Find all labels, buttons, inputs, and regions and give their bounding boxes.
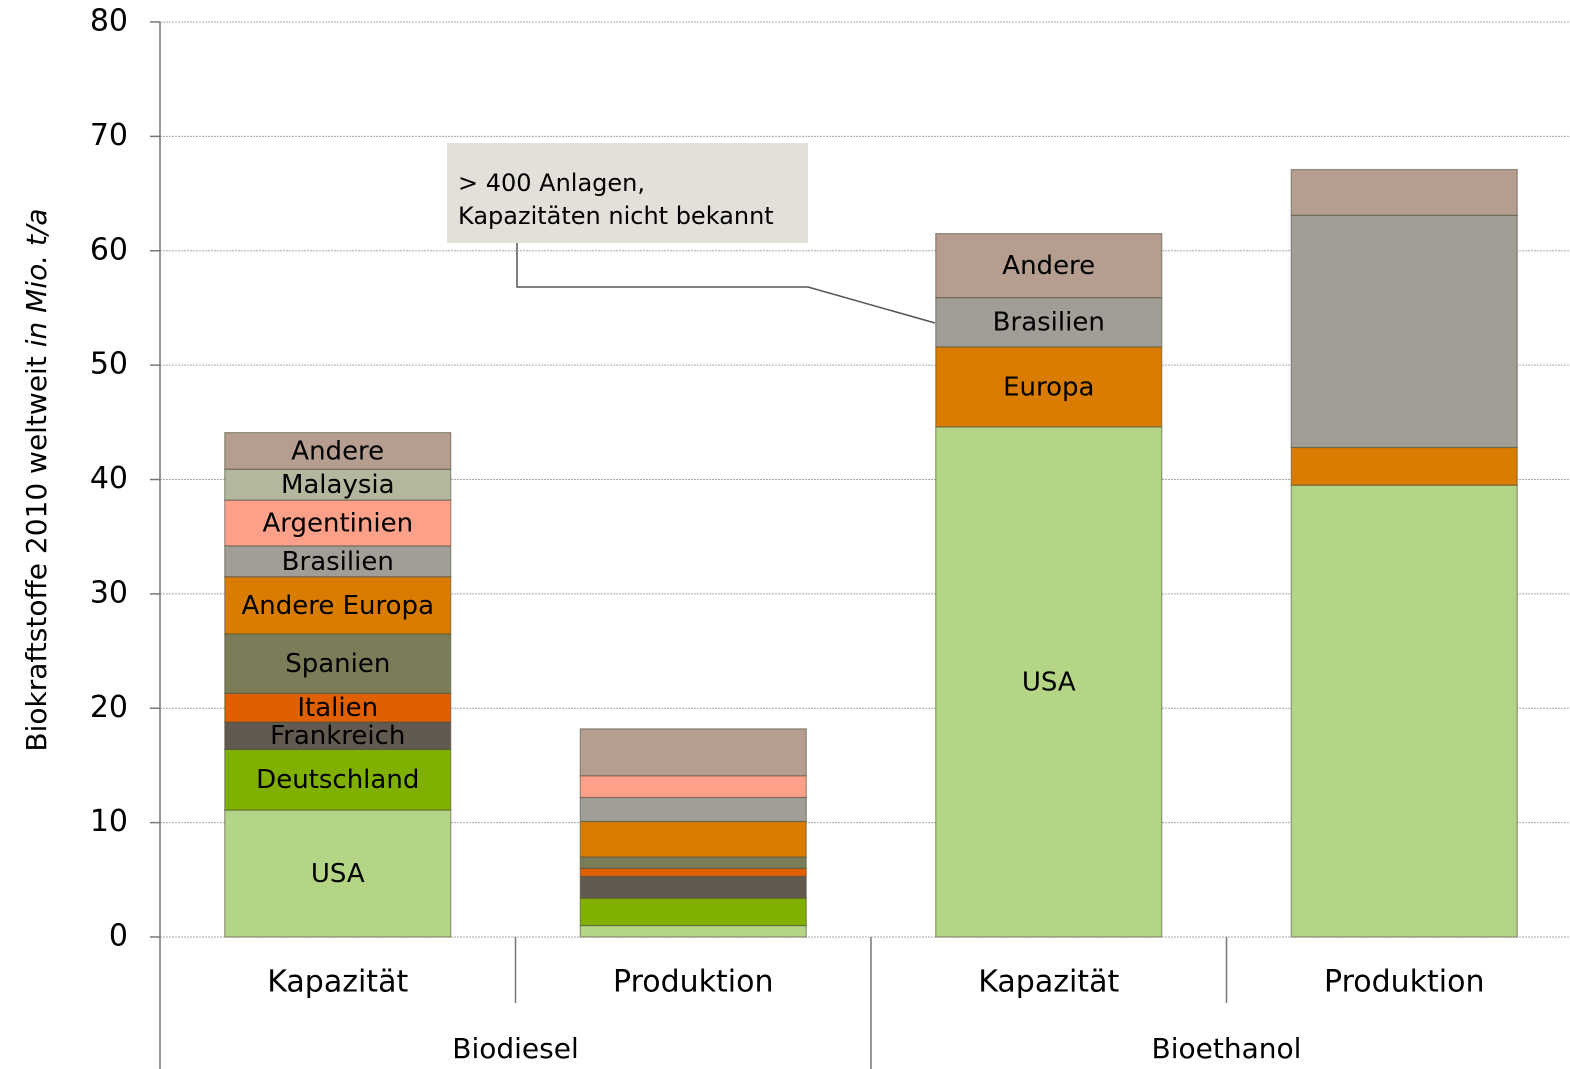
segment-label: Andere Europa: [241, 591, 434, 621]
bar-segment: [224, 468, 452, 501]
annotation-box: [447, 143, 808, 243]
segment-label: USA: [311, 859, 365, 889]
group-label: Biodiesel: [452, 1032, 579, 1065]
bar-segment: [935, 232, 1163, 299]
segment-label: Brasilien: [282, 547, 394, 577]
segment-label: Deutschland: [256, 765, 419, 795]
bar-segment: [935, 346, 1163, 428]
y-tick-label: 80: [90, 4, 128, 39]
segment-label: USA: [1022, 667, 1076, 697]
bar-segment: [579, 875, 807, 899]
y-tick-label: 70: [90, 118, 128, 153]
annotation-text: > 400 Anlagen,: [458, 169, 645, 197]
y-axis-label-part: Biokraftstoffe 2010 weltweit: [20, 356, 53, 751]
bar-segment: [224, 748, 452, 811]
y-tick-label: 30: [90, 575, 128, 610]
bar-segment: [579, 897, 807, 927]
bar-segment: [579, 924, 807, 938]
x-tick-label: Produktion: [1324, 965, 1485, 1000]
bar-segment: [224, 633, 452, 694]
bar-segment: [1290, 168, 1518, 216]
x-tick-label: Kapazität: [267, 965, 408, 1000]
x-tick-label: Kapazität: [978, 965, 1119, 1000]
bar-segment: [935, 426, 1163, 938]
bar-segment: [579, 775, 807, 799]
bar-segment: [935, 297, 1163, 348]
bar-segment: [224, 545, 452, 578]
bar-segment: [579, 796, 807, 823]
segment-label: Andere: [291, 436, 384, 466]
segment-label: Spanien: [285, 649, 390, 679]
segment-label: Argentinien: [262, 508, 413, 538]
bar-segment: [1290, 214, 1518, 449]
bar-segment: [1290, 484, 1518, 938]
y-tick-label: 60: [90, 232, 128, 267]
bar-segment: [224, 809, 452, 938]
y-tick-label: 10: [90, 804, 128, 839]
bar-segment: [224, 432, 452, 470]
y-tick-label: 50: [90, 347, 128, 382]
segment-label: Brasilien: [993, 308, 1105, 338]
segment-label: Italien: [297, 693, 378, 723]
y-axis-label: Biokraftstoffe 2010 weltweit in Mio. t/a: [20, 208, 53, 751]
group-label: Bioethanol: [1152, 1032, 1302, 1065]
segment-label: Malaysia: [281, 470, 395, 500]
x-tick-label: Produktion: [613, 965, 774, 1000]
bar-segment: [579, 867, 807, 877]
segment-label: Andere: [1002, 251, 1095, 281]
segment-label: Frankreich: [270, 721, 405, 751]
bar-segment: [579, 856, 807, 869]
segment-label: Europa: [1003, 372, 1094, 402]
bar-segment: [579, 820, 807, 858]
y-tick-label: 40: [90, 461, 128, 496]
bar-segment: [579, 728, 807, 777]
bar-segment: [224, 721, 452, 751]
bar-segment: [1290, 446, 1518, 486]
annotation-text: Kapazitäten nicht bekannt: [458, 202, 774, 230]
y-tick-label: 20: [90, 690, 128, 725]
bar-segment: [224, 576, 452, 635]
annotation-leader: [516, 243, 936, 324]
y-axis-label-part: in Mio. t/a: [20, 208, 53, 347]
y-tick-label: 0: [109, 919, 128, 954]
